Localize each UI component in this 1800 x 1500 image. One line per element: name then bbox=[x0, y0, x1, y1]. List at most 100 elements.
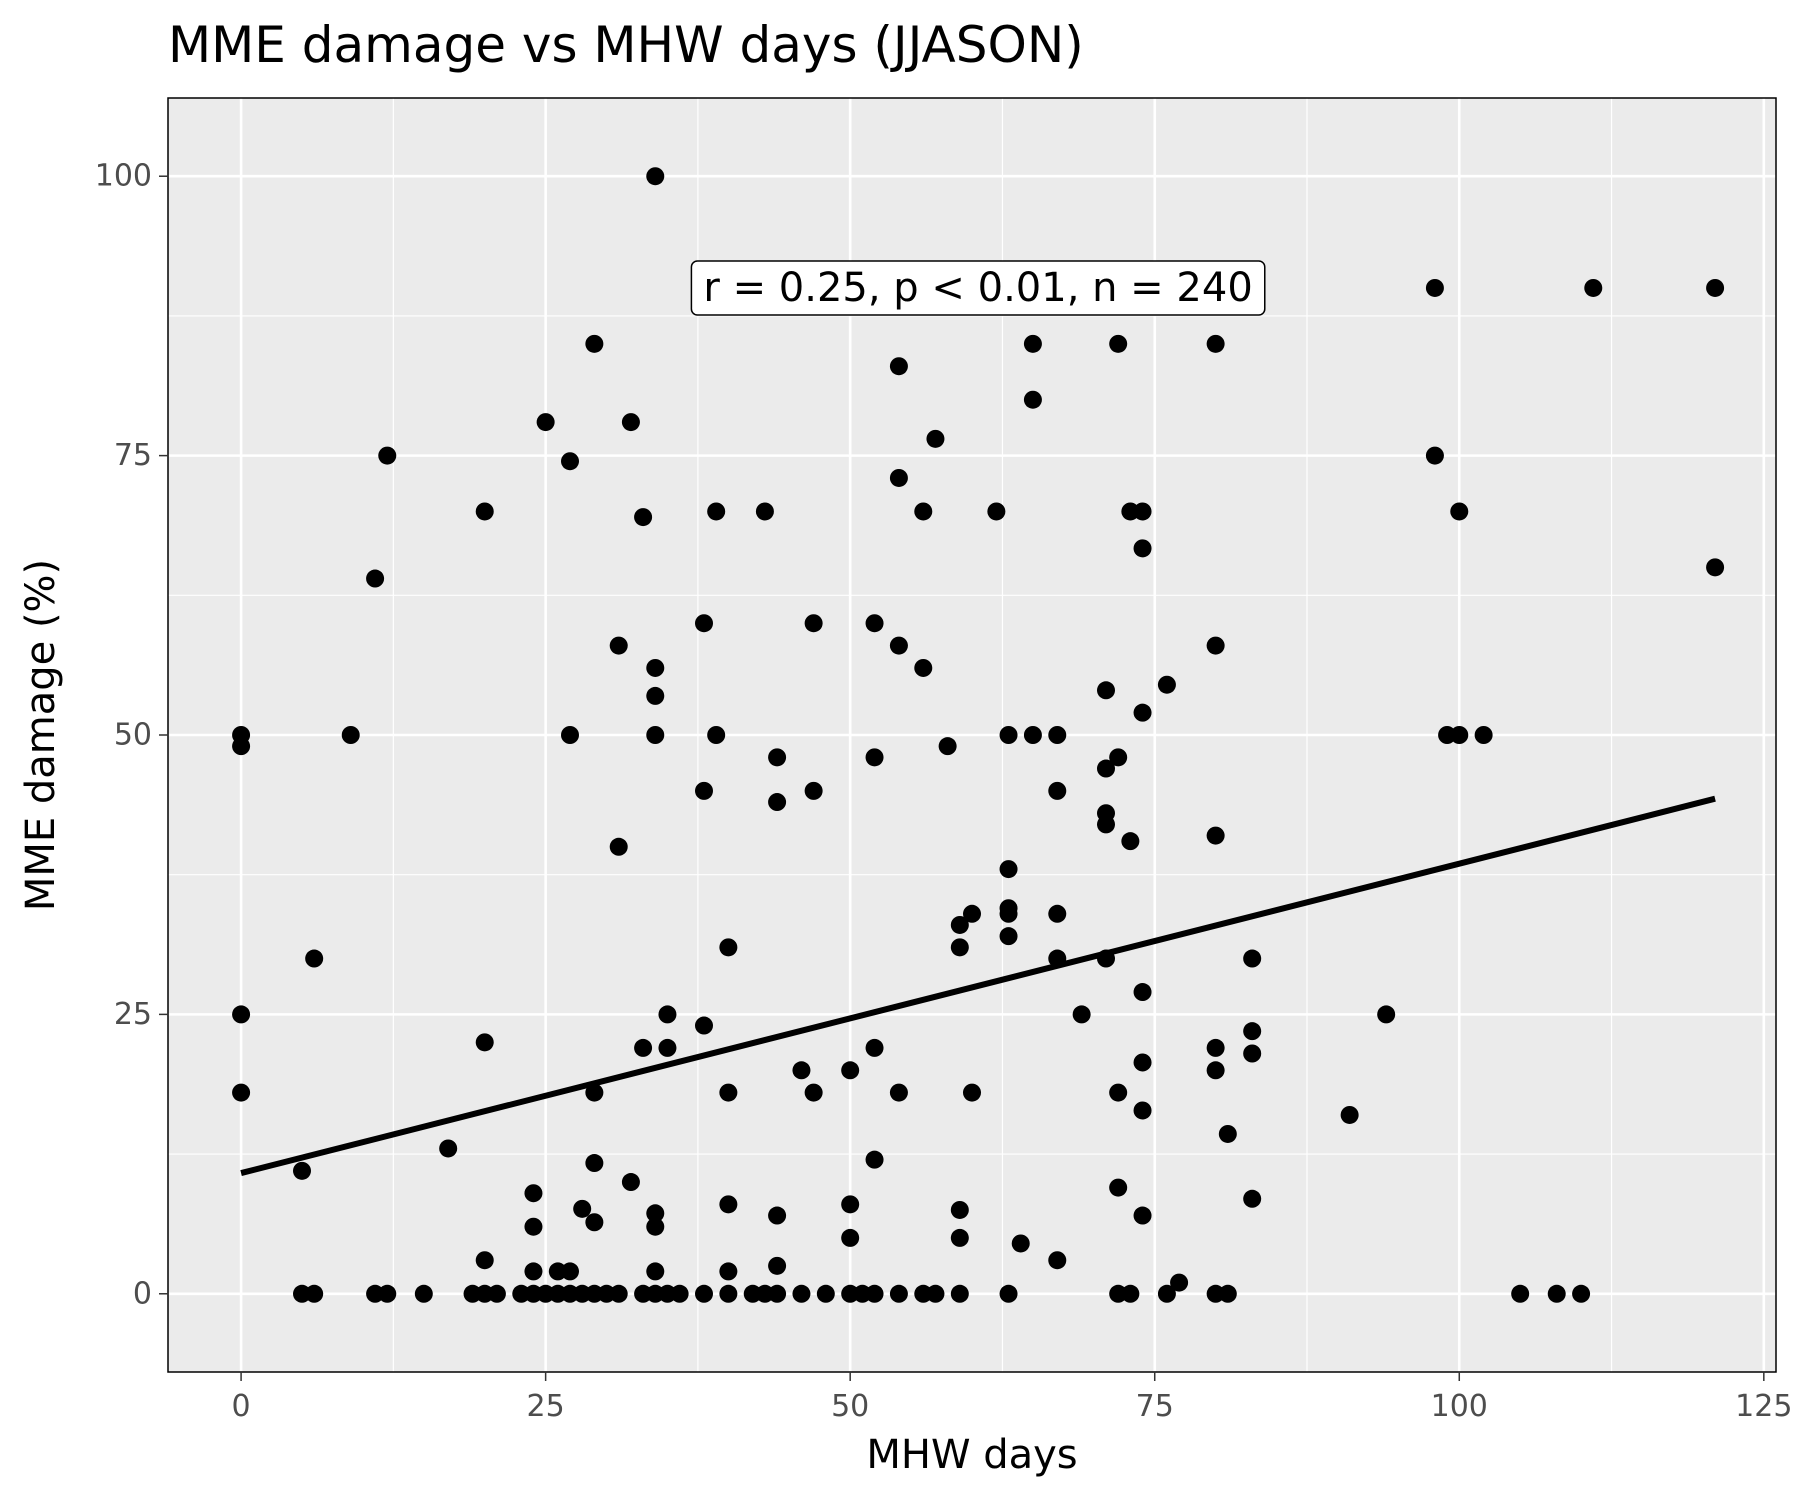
data-point bbox=[475, 1251, 494, 1270]
data-point bbox=[1023, 334, 1042, 353]
data-point bbox=[914, 502, 933, 521]
data-point bbox=[1097, 759, 1115, 778]
data-point bbox=[950, 1200, 969, 1219]
data-point bbox=[439, 1139, 458, 1158]
data-point bbox=[232, 1083, 251, 1102]
data-point bbox=[1706, 558, 1725, 577]
data-point bbox=[841, 1061, 860, 1080]
data-point bbox=[865, 614, 884, 633]
data-point bbox=[719, 938, 738, 957]
data-point bbox=[816, 1284, 835, 1303]
data-point bbox=[1206, 1061, 1225, 1080]
data-point bbox=[341, 726, 360, 744]
x-tick-label: 75 bbox=[1136, 1389, 1174, 1424]
data-point bbox=[1572, 1284, 1591, 1303]
data-point bbox=[1474, 726, 1493, 744]
data-point bbox=[1218, 1124, 1237, 1143]
data-point bbox=[865, 1284, 884, 1303]
data-points bbox=[232, 167, 1725, 1303]
data-point bbox=[999, 726, 1018, 744]
data-point bbox=[1109, 1178, 1128, 1197]
x-tick-label: 125 bbox=[1735, 1389, 1792, 1424]
y-axis: 0 25 50 75 100 bbox=[95, 159, 168, 1311]
data-point bbox=[1157, 675, 1176, 694]
data-point bbox=[621, 1173, 640, 1192]
data-point bbox=[792, 1061, 811, 1080]
data-point bbox=[1133, 1053, 1152, 1072]
data-point bbox=[1377, 1005, 1396, 1024]
data-point bbox=[646, 167, 665, 186]
data-point bbox=[1048, 904, 1067, 923]
data-point bbox=[1243, 949, 1262, 968]
chart-title: MME damage vs MHW days (JJASON) bbox=[168, 16, 1084, 74]
y-axis-title: MME damage (%) bbox=[18, 559, 64, 911]
data-point bbox=[1547, 1284, 1566, 1303]
trend-line bbox=[240, 795, 1716, 1176]
data-point bbox=[646, 658, 665, 677]
data-point bbox=[768, 1284, 787, 1303]
data-point bbox=[1048, 726, 1067, 744]
y-tick-label: 25 bbox=[114, 997, 152, 1032]
data-point bbox=[524, 1262, 543, 1281]
data-point bbox=[1243, 1044, 1262, 1063]
data-point bbox=[926, 429, 945, 448]
data-point bbox=[1109, 334, 1128, 353]
data-point bbox=[1243, 1022, 1262, 1041]
data-point bbox=[1206, 1038, 1225, 1057]
data-point bbox=[841, 1195, 860, 1214]
data-point bbox=[889, 468, 908, 487]
data-point bbox=[1072, 1005, 1091, 1024]
data-point bbox=[1425, 446, 1444, 465]
data-point bbox=[889, 636, 908, 655]
data-point bbox=[1243, 1189, 1262, 1208]
data-point bbox=[634, 508, 653, 527]
data-point bbox=[999, 860, 1018, 879]
data-point bbox=[755, 502, 774, 521]
data-point bbox=[1097, 815, 1115, 834]
data-point bbox=[695, 1284, 713, 1303]
data-point bbox=[293, 1161, 311, 1180]
data-point bbox=[232, 737, 251, 756]
data-point bbox=[621, 413, 640, 432]
data-point bbox=[561, 1262, 579, 1281]
data-point bbox=[1133, 983, 1152, 1002]
data-point bbox=[609, 837, 628, 856]
data-point bbox=[768, 1256, 787, 1275]
data-point bbox=[1109, 1083, 1128, 1102]
data-point bbox=[646, 1204, 665, 1223]
data-point bbox=[999, 1284, 1018, 1303]
data-point bbox=[646, 1217, 665, 1236]
data-point bbox=[841, 1228, 860, 1247]
data-point bbox=[792, 1284, 811, 1303]
data-point bbox=[658, 1005, 677, 1024]
data-point bbox=[950, 1284, 969, 1303]
data-point bbox=[719, 1195, 738, 1214]
data-point bbox=[1170, 1273, 1189, 1292]
data-point bbox=[804, 1083, 823, 1102]
data-point bbox=[1584, 278, 1603, 297]
data-point bbox=[634, 1038, 653, 1057]
data-point bbox=[585, 1083, 604, 1102]
data-point bbox=[1048, 1251, 1067, 1270]
data-point bbox=[475, 1033, 494, 1052]
data-point bbox=[646, 726, 665, 744]
data-point bbox=[658, 1038, 677, 1057]
data-point bbox=[768, 748, 787, 767]
data-point bbox=[1425, 278, 1444, 297]
data-point bbox=[889, 1284, 908, 1303]
data-point bbox=[536, 413, 555, 432]
data-point bbox=[999, 904, 1018, 923]
data-point bbox=[1109, 748, 1128, 767]
data-point bbox=[768, 1206, 787, 1225]
data-point bbox=[1511, 1284, 1530, 1303]
data-point bbox=[695, 781, 713, 800]
x-tick-label: 0 bbox=[232, 1389, 251, 1424]
x-tick-label: 100 bbox=[1431, 1389, 1488, 1424]
data-point bbox=[1048, 781, 1067, 800]
data-point bbox=[950, 938, 969, 957]
annotation-box bbox=[690, 260, 1266, 316]
data-point bbox=[524, 1217, 543, 1236]
x-tick-label: 25 bbox=[527, 1389, 565, 1424]
data-point bbox=[1706, 278, 1725, 297]
